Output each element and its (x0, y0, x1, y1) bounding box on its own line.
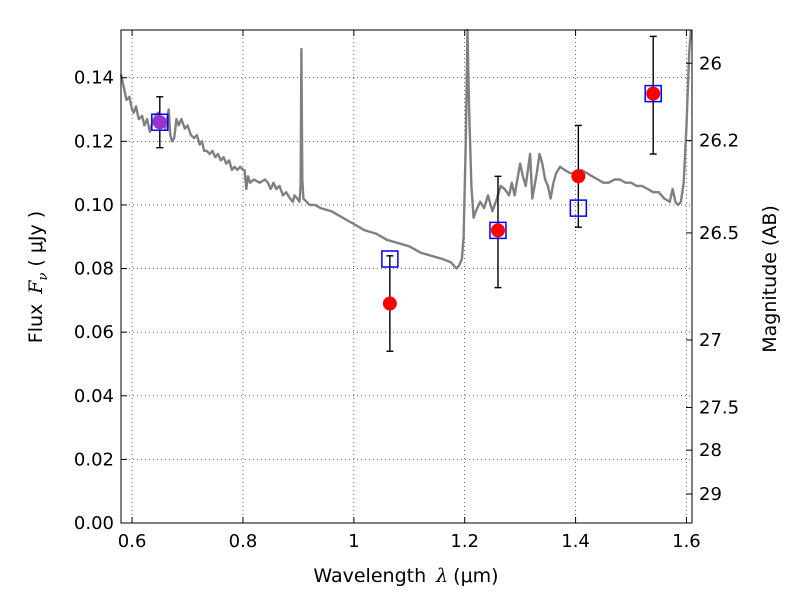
x-axis-title-text: Wavelength (313, 565, 426, 587)
y-axis-title: Flux Fν ( μJy ) (25, 211, 51, 343)
spectrum-series (119, 28, 693, 270)
y-axis-subscript: ν (36, 273, 51, 281)
x-tick-label: 1 (348, 531, 359, 552)
y-tick-label: 0.02 (74, 449, 114, 470)
y-axis-title-text: Flux (25, 304, 47, 344)
observed-point (571, 169, 586, 184)
x-tick-label: 1.4 (561, 531, 590, 552)
tick-labels: 0.6 0.8 1 1.2 1.4 1.6 0.00 0.02 0.04 0.06 0.08 0.10… (74, 53, 739, 552)
observed-point (382, 296, 397, 311)
x-tick-label: 1.2 (450, 531, 479, 552)
y-axis-symbol: F (25, 280, 47, 295)
y2-tick-label: 27.5 (699, 398, 739, 419)
y-tick-label: 0.14 (74, 68, 114, 89)
model-square-marker (381, 250, 399, 268)
y-tick-label: 0.04 (74, 386, 114, 407)
x-tick-label: 1.6 (672, 531, 701, 552)
y-axis-unit: ( μJy ) (25, 211, 47, 267)
observed-point (646, 86, 661, 101)
model-square-marker (644, 84, 662, 103)
spectrum-line (119, 28, 693, 270)
model-square-marker (151, 113, 169, 131)
y-tick-label: 0.08 (74, 259, 114, 280)
y2-tick-label: 28 (699, 440, 722, 461)
observed-point (490, 223, 505, 238)
y2-tick-label: 27 (699, 330, 722, 351)
grid (121, 30, 692, 524)
y-tick-label: 0.12 (74, 131, 114, 152)
error-bars (156, 35, 657, 352)
y2-tick-label: 26.2 (699, 131, 739, 152)
photometry-markers (151, 84, 662, 311)
x-tick-label: 0.8 (229, 531, 258, 552)
observed-point (152, 115, 167, 130)
model-square-marker (489, 221, 507, 240)
x-axis-symbol: λ (435, 565, 448, 587)
y2-tick-label: 26.5 (699, 223, 739, 244)
y-tick-label: 0.06 (74, 322, 114, 343)
model-square-marker (569, 199, 588, 217)
x-axis-title: Wavelength λ (μm) (313, 565, 498, 587)
x-axis-unit: (μm) (453, 565, 498, 587)
y-tick-label: 0.10 (74, 195, 114, 216)
y-tick-label: 0.00 (74, 513, 114, 534)
axis-ticks (121, 30, 692, 524)
y2-axis-title: Magnitude (AB) (759, 205, 781, 353)
y2-tick-label: 29 (699, 484, 722, 505)
y2-tick-label: 26 (699, 53, 722, 74)
x-tick-label: 0.6 (118, 531, 147, 552)
plot-frame (120, 29, 693, 524)
